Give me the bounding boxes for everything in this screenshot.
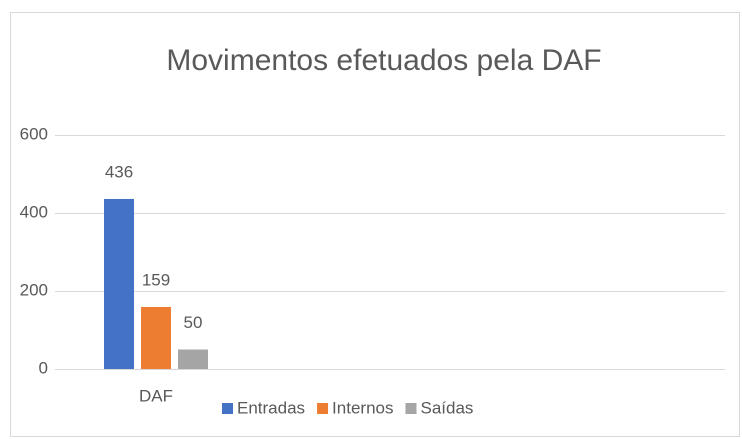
legend-swatch <box>317 403 329 414</box>
bar <box>178 349 208 369</box>
y-tick-label: 0 <box>39 358 48 377</box>
legend-swatch <box>405 403 417 414</box>
legend-label: Entradas <box>237 398 305 417</box>
data-label: 159 <box>142 270 170 289</box>
bar <box>141 306 171 369</box>
y-tick-label: 400 <box>20 202 48 221</box>
legend-swatch <box>222 403 233 414</box>
data-label: 50 <box>184 313 203 332</box>
bar <box>104 198 134 369</box>
legend-label: Internos <box>332 398 393 417</box>
data-label: 436 <box>105 162 133 181</box>
y-tick-label: 200 <box>20 280 48 299</box>
y-tick-label: 600 <box>20 124 48 143</box>
x-tick-label: DAF <box>139 386 173 405</box>
chart-title: Movimentos efetuados pela DAF <box>166 44 601 77</box>
legend-label: Saídas <box>420 398 473 417</box>
